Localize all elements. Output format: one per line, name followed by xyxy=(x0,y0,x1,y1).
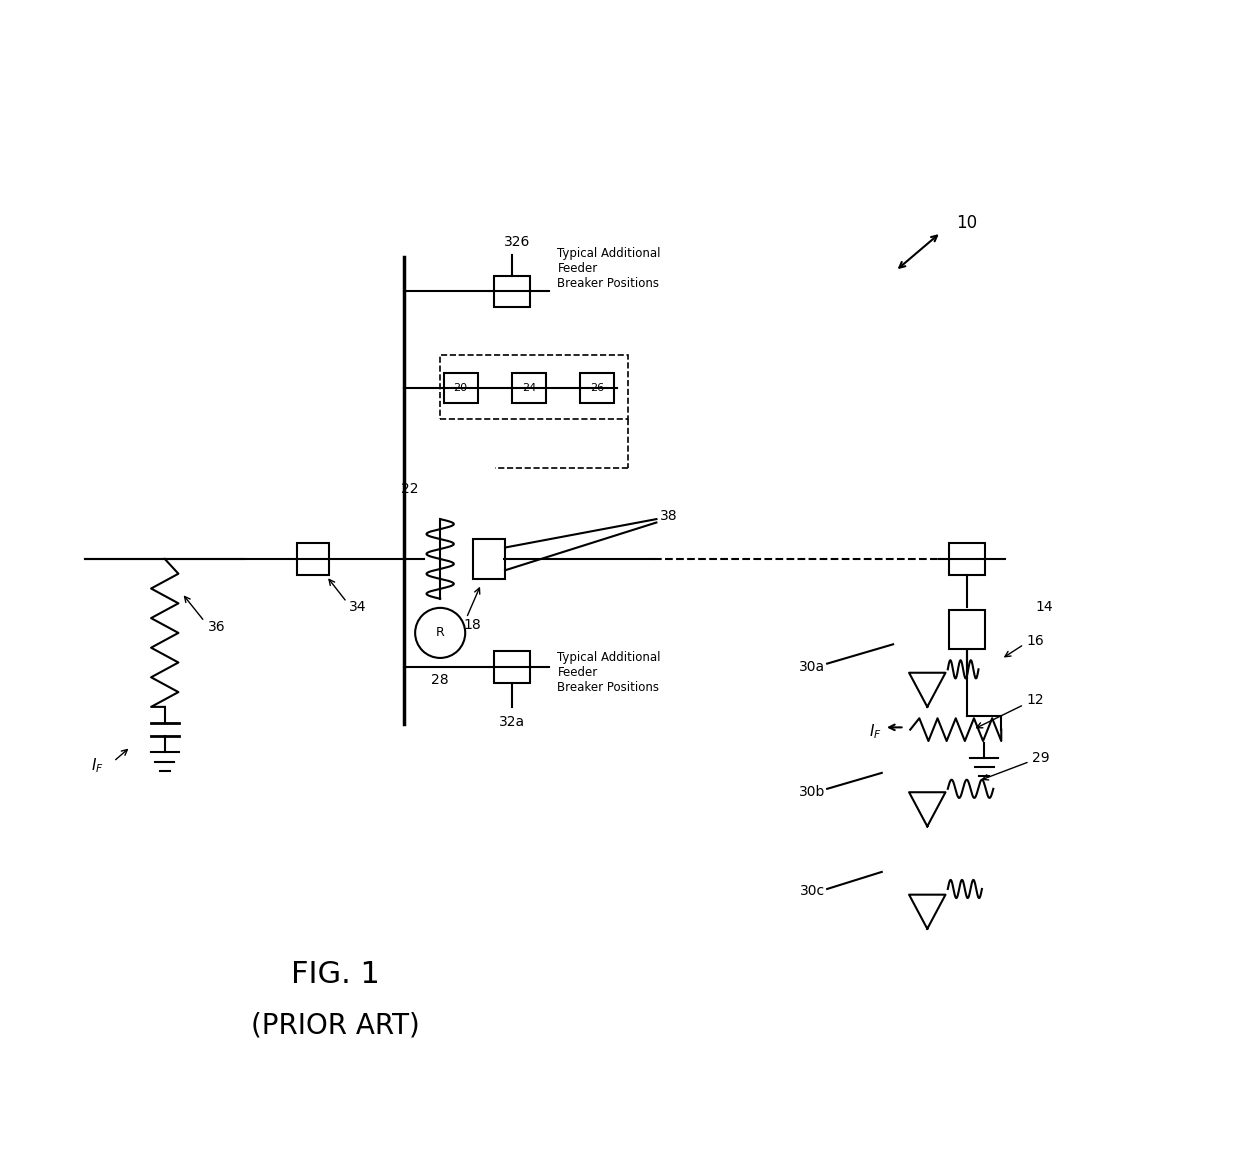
Text: 20: 20 xyxy=(454,384,467,393)
Text: $I_F$: $I_F$ xyxy=(869,722,882,741)
Text: 29: 29 xyxy=(1032,751,1049,765)
Text: 326: 326 xyxy=(505,235,531,249)
Bar xyxy=(474,539,505,578)
Text: 34: 34 xyxy=(350,600,367,614)
Text: 16: 16 xyxy=(1027,634,1044,647)
Text: 18: 18 xyxy=(463,617,481,632)
Text: 38: 38 xyxy=(660,509,677,523)
Text: 24: 24 xyxy=(522,384,536,393)
Text: $I_F$: $I_F$ xyxy=(91,757,103,775)
Bar xyxy=(949,609,986,650)
Bar xyxy=(512,373,546,403)
Bar xyxy=(494,651,529,683)
Bar xyxy=(444,373,477,403)
Bar xyxy=(580,373,614,403)
Text: 22: 22 xyxy=(401,483,418,497)
Text: Typical Additional
Feeder
Breaker Positions: Typical Additional Feeder Breaker Positi… xyxy=(558,248,661,290)
Bar xyxy=(494,275,529,308)
Text: 30b: 30b xyxy=(799,786,825,799)
Text: (PRIOR ART): (PRIOR ART) xyxy=(250,1011,420,1039)
Text: 30c: 30c xyxy=(800,885,825,899)
Text: 10: 10 xyxy=(956,214,977,233)
Bar xyxy=(296,543,329,575)
Text: 30a: 30a xyxy=(799,660,825,674)
Text: 32a: 32a xyxy=(498,715,525,729)
Bar xyxy=(440,355,627,419)
Text: 36: 36 xyxy=(208,620,226,635)
Text: 14: 14 xyxy=(1035,600,1053,614)
Text: R: R xyxy=(435,627,445,639)
Text: 28: 28 xyxy=(432,673,449,687)
Circle shape xyxy=(415,608,465,658)
Text: FIG. 1: FIG. 1 xyxy=(291,960,379,988)
Text: Typical Additional
Feeder
Breaker Positions: Typical Additional Feeder Breaker Positi… xyxy=(558,651,661,695)
Text: 26: 26 xyxy=(590,384,604,393)
Bar xyxy=(949,543,986,575)
Text: 12: 12 xyxy=(1027,694,1044,707)
